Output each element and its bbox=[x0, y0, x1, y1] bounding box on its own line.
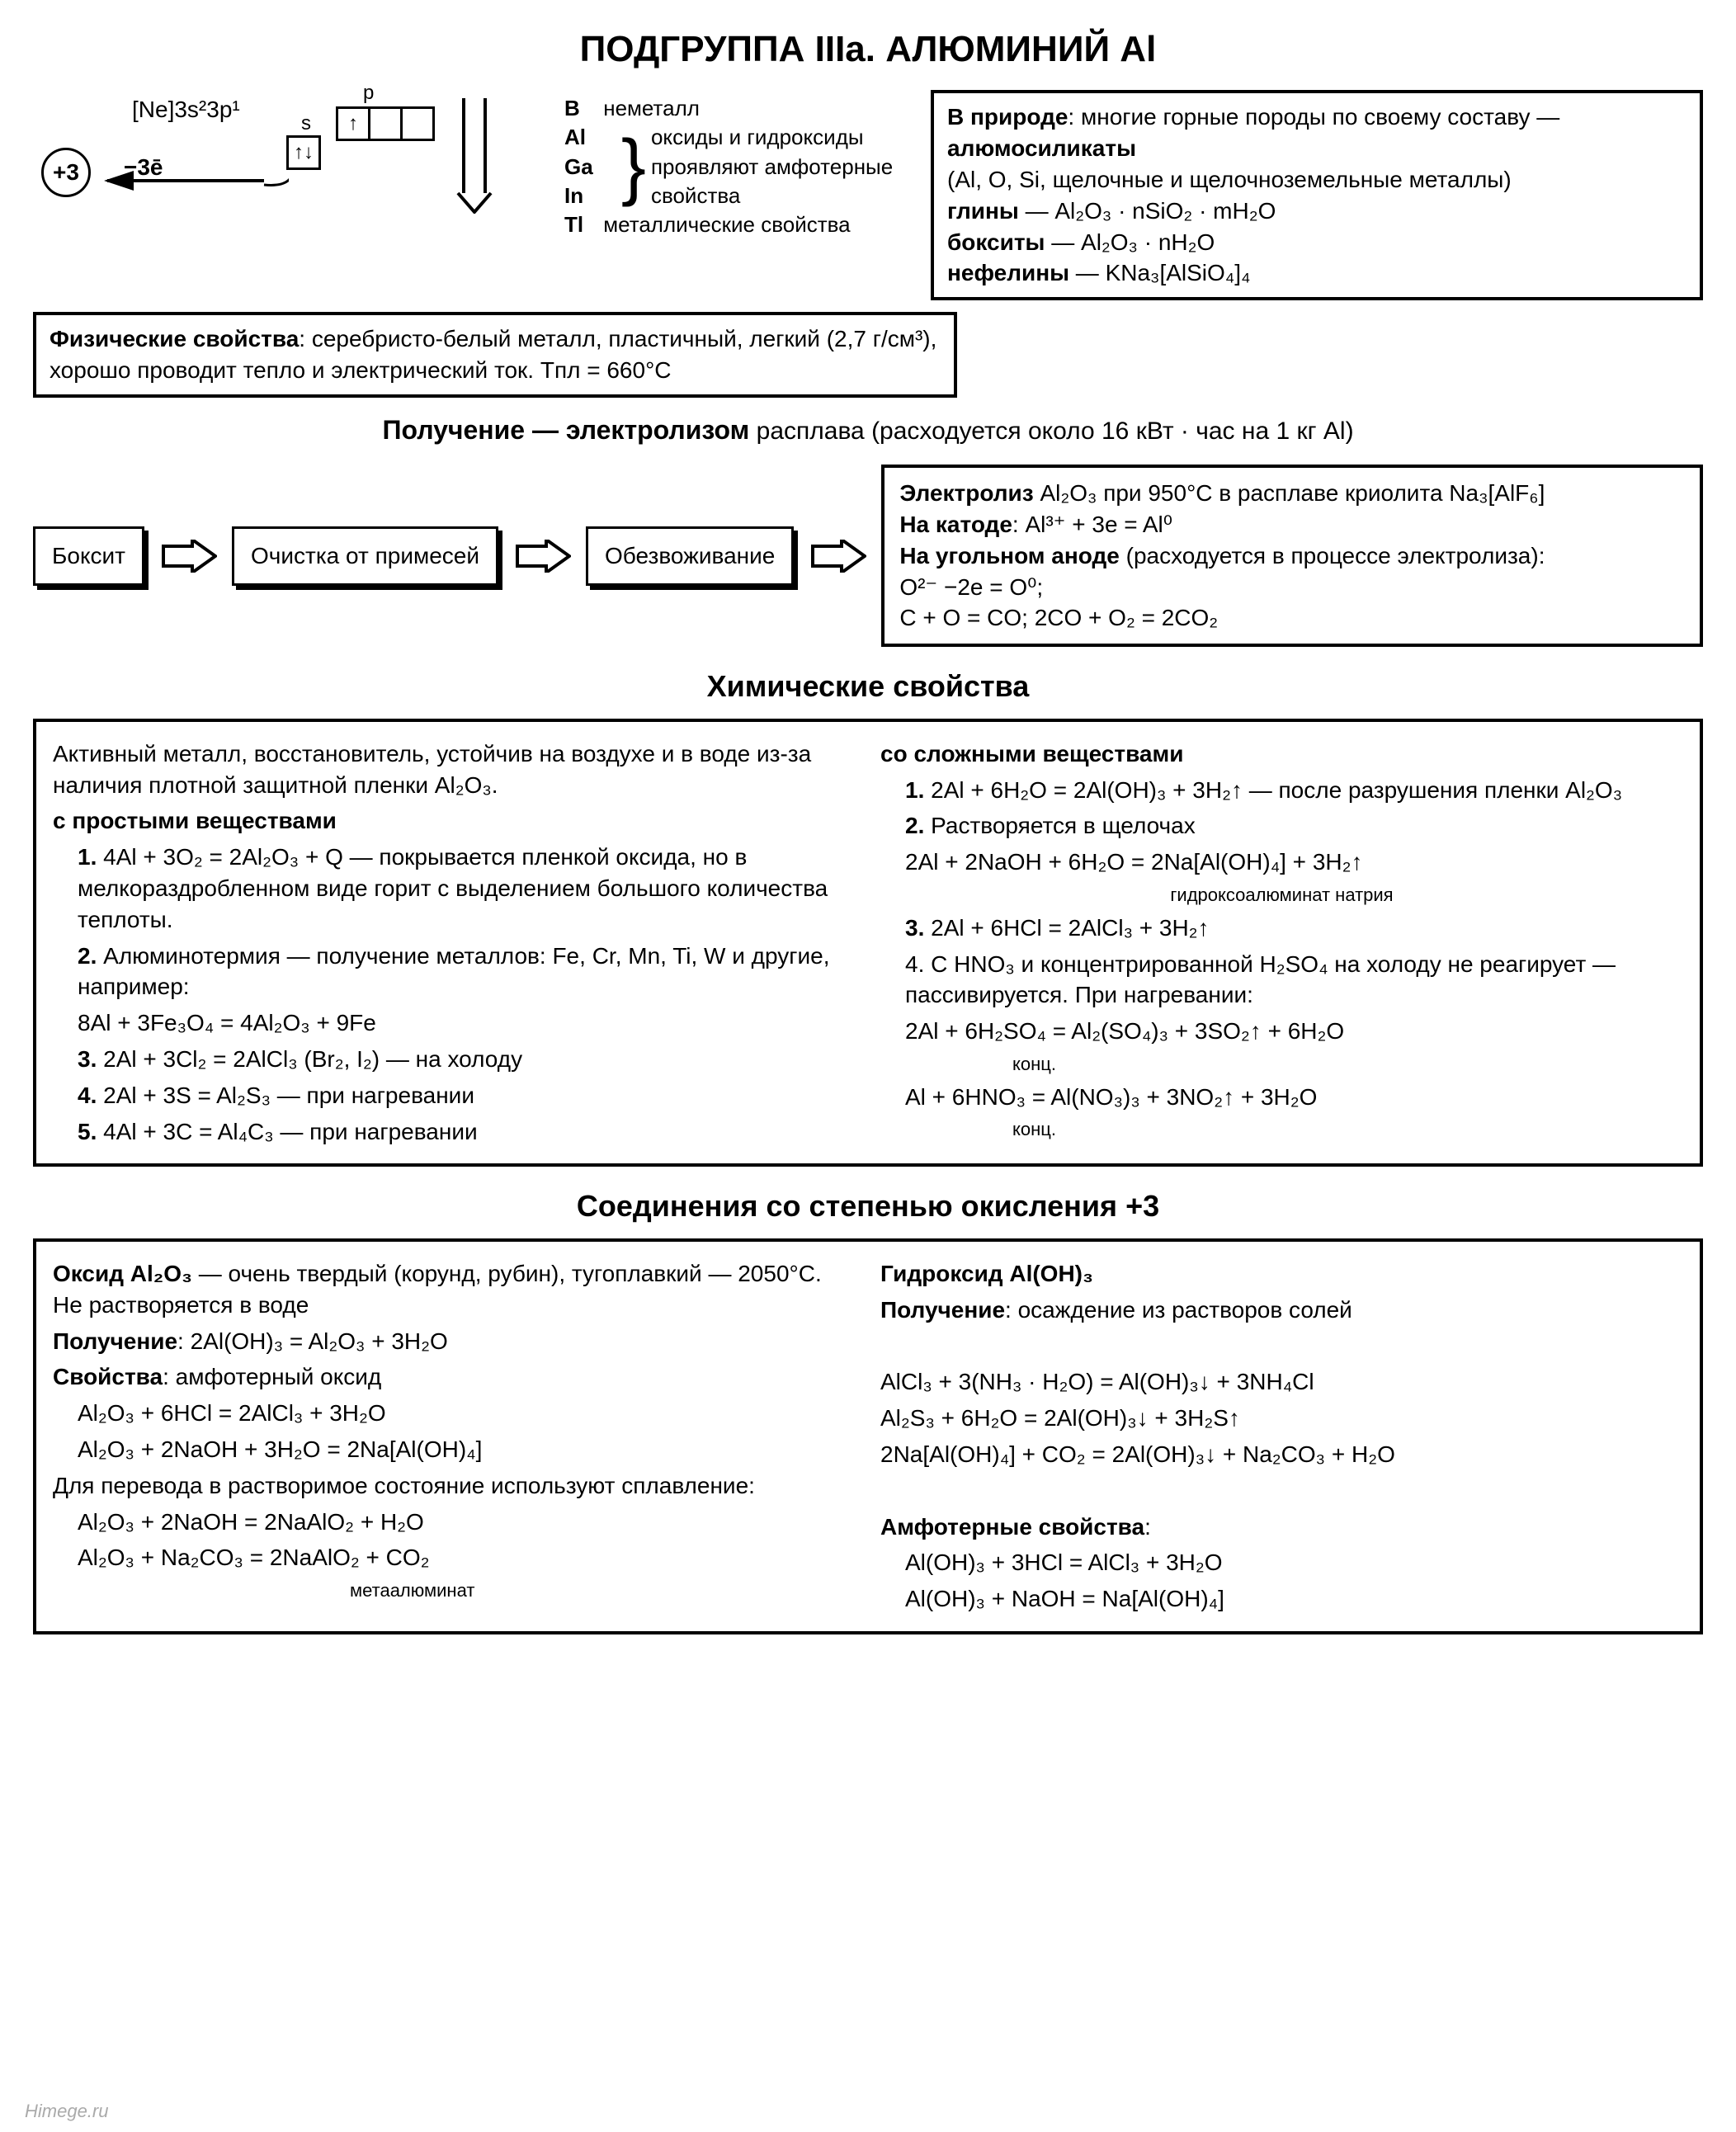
watermark: Himege.ru bbox=[25, 2099, 108, 2124]
process-node-bauxite: Боксит bbox=[33, 526, 144, 586]
nature-box: В природе: многие горные породы по своем… bbox=[931, 90, 1703, 300]
arrow-right-icon bbox=[809, 540, 866, 573]
arrow-right-icon bbox=[513, 540, 571, 573]
p-orbital: ↑ bbox=[338, 106, 435, 141]
production-flow: Боксит Очистка от примесей Обезвоживание… bbox=[33, 465, 1703, 647]
electron-config-diagram: [Ne]3s²3p¹ s p ↑↓ ↑ +3 −3ē bbox=[33, 90, 545, 214]
page-title: ПОДГРУППА IIIa. АЛЮМИНИЙ Al bbox=[33, 25, 1703, 73]
arrow-curve-icon bbox=[99, 139, 289, 205]
p-label: p bbox=[363, 80, 374, 106]
s-label: s bbox=[301, 111, 311, 137]
arrow-down-icon bbox=[454, 98, 495, 214]
electrolysis-box: Электролиз Al₂O₃ при 950°C в расплаве кр… bbox=[881, 465, 1703, 647]
e-config-notation: [Ne]3s²3p¹ bbox=[132, 94, 240, 125]
ion-charge: +3 bbox=[41, 148, 91, 197]
complex-substances-col: со сложными веществами 1. 2Al + 6H₂O = 2… bbox=[880, 733, 1683, 1153]
oxide-col: Оксид Al₂O₃ — очень твердый (корунд, руб… bbox=[53, 1253, 856, 1620]
physical-properties-box: Физические свойства: серебристо-белый ме… bbox=[33, 312, 957, 398]
top-row: [Ne]3s²3p¹ s p ↑↓ ↑ +3 −3ē B неметалл Al… bbox=[33, 90, 1703, 300]
arrow-right-icon bbox=[159, 540, 217, 573]
simple-substances-col: Активный металл, восстановитель, устойчи… bbox=[53, 733, 856, 1153]
chemical-properties-heading: Химические свойства bbox=[33, 667, 1703, 707]
production-heading: Получение — электролизом расплава (расхо… bbox=[33, 413, 1703, 449]
chemical-properties-box: Активный металл, восстановитель, устойчи… bbox=[33, 719, 1703, 1167]
brace-icon: } bbox=[621, 134, 646, 200]
compounds-box: Оксид Al₂O₃ — очень твердый (корунд, руб… bbox=[33, 1238, 1703, 1634]
s-orbital: ↑↓ bbox=[289, 135, 321, 170]
compounds-heading: Соединения со степенью окисления +3 bbox=[33, 1186, 1703, 1227]
process-node-dehydrate: Обезвоживание bbox=[586, 526, 794, 586]
hydroxide-col: Гидроксид Al(OH)₃ Получение: осаждение и… bbox=[880, 1253, 1683, 1620]
group-elements: B неметалл Al Ga In } оксиды и гидроксид… bbox=[564, 90, 911, 238]
process-node-purify: Очистка от примесей bbox=[232, 526, 498, 586]
